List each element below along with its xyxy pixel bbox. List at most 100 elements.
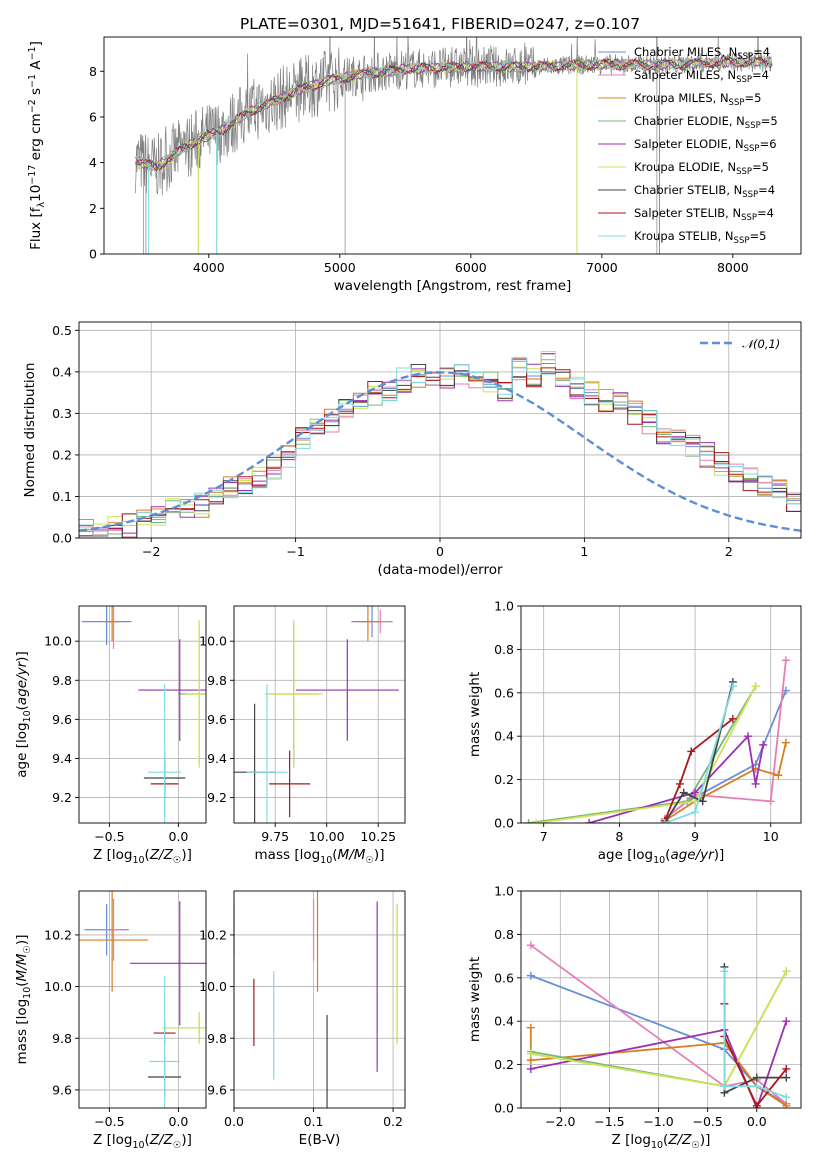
y-tick-label: 9.8 (52, 1031, 72, 1046)
mass-weight-marker (781, 738, 790, 747)
x-tick-label: 9 (691, 829, 699, 844)
x-tick-label: 6000 (455, 260, 487, 275)
x-tick-label: −0.5 (692, 1114, 722, 1129)
mass-weight-line (528, 685, 757, 823)
mass-weight-marker (728, 682, 737, 691)
mass-weight-marker (752, 1101, 761, 1108)
y-tick-label: 9.8 (52, 673, 72, 688)
x-tick-label: 0.0 (224, 1114, 244, 1129)
y-tick-label: 1.0 (494, 599, 514, 614)
mass-weight-marker (698, 797, 707, 806)
x-tick-label: 0.1 (304, 1114, 324, 1129)
axes-frame (103, 36, 802, 255)
y-tick-label: 9.8 (207, 1031, 227, 1046)
axes-frame (78, 890, 207, 1109)
legend-label: Kroupa STELIB, NSSP=5 (634, 229, 766, 246)
y-tick-label: 9.6 (52, 712, 72, 727)
weight-vs-Z-plot-area (526, 941, 791, 1108)
y-tick-label: 8 (89, 64, 97, 79)
axes-frame (233, 605, 406, 824)
mass-weight-marker (782, 1101, 791, 1108)
model-spectrum-line (135, 57, 773, 171)
legend-label: 𝒩(0,1) (742, 337, 780, 351)
mass-weight-marker (751, 682, 760, 691)
x-tick-label: 7000 (586, 260, 618, 275)
mass-weight-marker (660, 819, 669, 823)
y-tick-label: 6 (89, 109, 97, 124)
mass-weight-marker (782, 1017, 791, 1026)
age-vs-Z-panel: −0.5 0.0 9.2 9.4 9.6 9.8 10.0 Z [log10(Z/Z☉)] ag… (14, 605, 207, 866)
x-tick-label: 10.00 (309, 829, 345, 844)
x-axis-label: Z [log10(Z/Z☉)] (612, 1132, 711, 1151)
mass-weight-marker (720, 967, 729, 976)
y-tick-label: 9.8 (207, 673, 227, 688)
x-tick-label: 4000 (193, 260, 225, 275)
mass-weight-marker (691, 788, 700, 797)
y-tick-label: 0.6 (494, 970, 514, 985)
y-tick-label: 0.1 (52, 489, 72, 504)
axes-frame (78, 605, 207, 824)
mass-weight-marker (752, 1073, 761, 1082)
y-tick-label: 9.6 (52, 1082, 72, 1097)
x-tick-label: 0.0 (168, 829, 188, 844)
mass-weight-marker (728, 714, 737, 723)
legend-label: Chabrier ELODIE, NSSP=5 (634, 114, 778, 131)
spectrum-panel: 4000 5000 6000 7000 8000 0 2 4 6 8 wavelength [Ang… (27, 36, 802, 294)
x-tick-label: 0.2 (383, 1114, 403, 1129)
y-tick-label: 0.2 (52, 447, 72, 462)
mass-weight-marker (687, 747, 696, 756)
x-axis-label: Z [log10(Z/Z☉)] (93, 1132, 192, 1151)
mass-weight-marker (744, 732, 753, 741)
y-tick-label: 10.0 (199, 979, 227, 994)
y-axis-label: mass weight (467, 672, 483, 757)
mass-weight-marker (766, 797, 775, 806)
y-tick-label: 10.2 (199, 927, 227, 942)
y-tick-label: 0.8 (494, 642, 514, 657)
mass-weight-marker (679, 788, 688, 797)
x-tick-label: −2.0 (545, 1114, 575, 1129)
y-tick-label: 0.0 (494, 1101, 514, 1116)
mass-vs-EBV-panel: 0.0 0.1 0.2 9.6 9.8 10.0 10.2 E(B-V) (199, 890, 406, 1148)
y-axis-label: mass weight (467, 957, 483, 1042)
normal-reference-curve (79, 371, 801, 532)
residuals-legend: 𝒩(0,1) (700, 337, 780, 351)
mass-weight-line (723, 1003, 788, 1108)
x-tick-label: 1 (580, 544, 588, 559)
residuals-plot-area (79, 351, 801, 538)
mass-weight-marker (752, 1082, 761, 1091)
y-tick-label: 0.0 (494, 816, 514, 831)
mass-weight-marker (526, 1023, 535, 1032)
x-tick-label: 0.0 (168, 1114, 188, 1129)
age-vs-mass-panel: 9.75 10.00 10.25 9.2 9.4 9.6 9.8 10.0 mass [log1… (199, 605, 406, 866)
x-tick-label: 0.0 (747, 1114, 767, 1129)
y-tick-label: 0.3 (52, 406, 72, 421)
mass-weight-marker (585, 819, 594, 823)
mass-weight-marker (526, 1064, 535, 1073)
mass-weight-line (663, 718, 734, 822)
mass-weight-marker (720, 1082, 729, 1091)
y-tick-label: 0 (89, 247, 97, 262)
x-tick-label: −0.5 (94, 829, 124, 844)
legend-label: Salpeter ELODIE, NSSP=6 (634, 137, 777, 154)
axes-frame (78, 321, 802, 539)
legend-label: Salpeter MILES, NSSP=4 (634, 68, 769, 85)
x-tick-label: −1.0 (643, 1114, 673, 1129)
histogram-step-line (79, 364, 801, 538)
mass-vs-EBV-plot-area (234, 891, 398, 1108)
y-tick-label: 0.4 (52, 364, 72, 379)
y-tick-label: 0.0 (52, 531, 72, 546)
y-tick-label: 0.2 (494, 1057, 514, 1072)
y-tick-label: 9.4 (52, 751, 72, 766)
mass-weight-marker (532, 819, 541, 823)
x-tick-label: 8 (615, 829, 623, 844)
model-spectrum-line (135, 55, 772, 169)
mass-weight-line (535, 685, 757, 823)
mass-weight-marker (782, 1093, 791, 1102)
x-axis-label: E(B-V) (299, 1132, 341, 1148)
mass-weight-marker (782, 1064, 791, 1073)
figure-title: PLATE=0301, MJD=51641, FIBERID=0247, z=0… (240, 15, 640, 33)
mass-weight-line (664, 681, 734, 823)
x-axis-label: mass [log10(M/M☉)] (255, 847, 385, 866)
x-tick-label: −0.5 (94, 1114, 124, 1129)
